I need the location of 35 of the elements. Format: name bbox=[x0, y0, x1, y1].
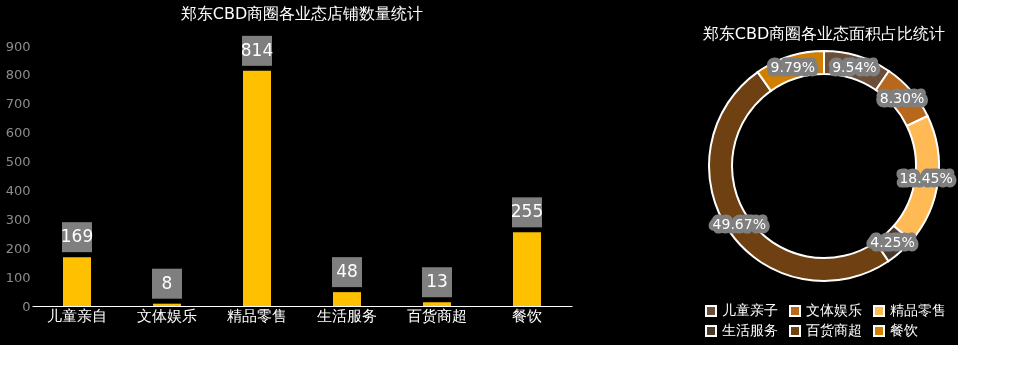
bar bbox=[333, 292, 361, 306]
y-tick-label: 300 bbox=[5, 211, 31, 227]
x-tick-label: 生活服务 bbox=[317, 306, 377, 325]
bar bbox=[513, 232, 541, 306]
bar bbox=[63, 257, 91, 306]
legend-label: 餐饮 bbox=[890, 322, 918, 338]
chart-title: 郑东CBD商圈各业态面积占比统计 bbox=[702, 24, 946, 43]
y-tick-label: 500 bbox=[5, 154, 31, 170]
chart-title: 郑东CBD商圈各业态店铺数量统计 bbox=[180, 3, 424, 23]
legend-label: 儿童亲子 bbox=[722, 302, 778, 318]
x-tick-label: 文体娱乐 bbox=[137, 306, 197, 325]
y-tick-label: 900 bbox=[5, 38, 31, 54]
y-tick-label: 400 bbox=[5, 182, 31, 198]
data-label: 169 bbox=[60, 226, 94, 247]
x-tick-label: 餐饮 bbox=[512, 306, 542, 325]
y-tick-label: 100 bbox=[5, 269, 31, 285]
data-label: 9.54% bbox=[832, 58, 877, 75]
bar bbox=[243, 70, 271, 306]
x-tick-label: 精品零售 bbox=[227, 306, 287, 325]
bar bbox=[423, 302, 451, 306]
legend-label: 生活服务 bbox=[722, 322, 778, 338]
data-label: 8 bbox=[161, 272, 173, 293]
y-tick-label: 600 bbox=[5, 125, 31, 141]
data-label: 48 bbox=[336, 261, 358, 282]
data-label: 255 bbox=[510, 201, 544, 222]
x-tick-label: 百货商超 bbox=[407, 306, 467, 325]
data-label: 9.79% bbox=[770, 58, 816, 75]
y-tick-label: 700 bbox=[5, 96, 31, 112]
y-tick-label: 800 bbox=[5, 67, 31, 83]
data-label: 13 bbox=[426, 271, 448, 292]
y-tick-label: 200 bbox=[5, 240, 31, 256]
x-tick-label: 儿童亲自 bbox=[47, 306, 107, 325]
legend-label: 百货商超 bbox=[806, 322, 862, 338]
data-label: 18.45% bbox=[899, 170, 953, 187]
y-tick-label: 0 bbox=[22, 298, 31, 314]
